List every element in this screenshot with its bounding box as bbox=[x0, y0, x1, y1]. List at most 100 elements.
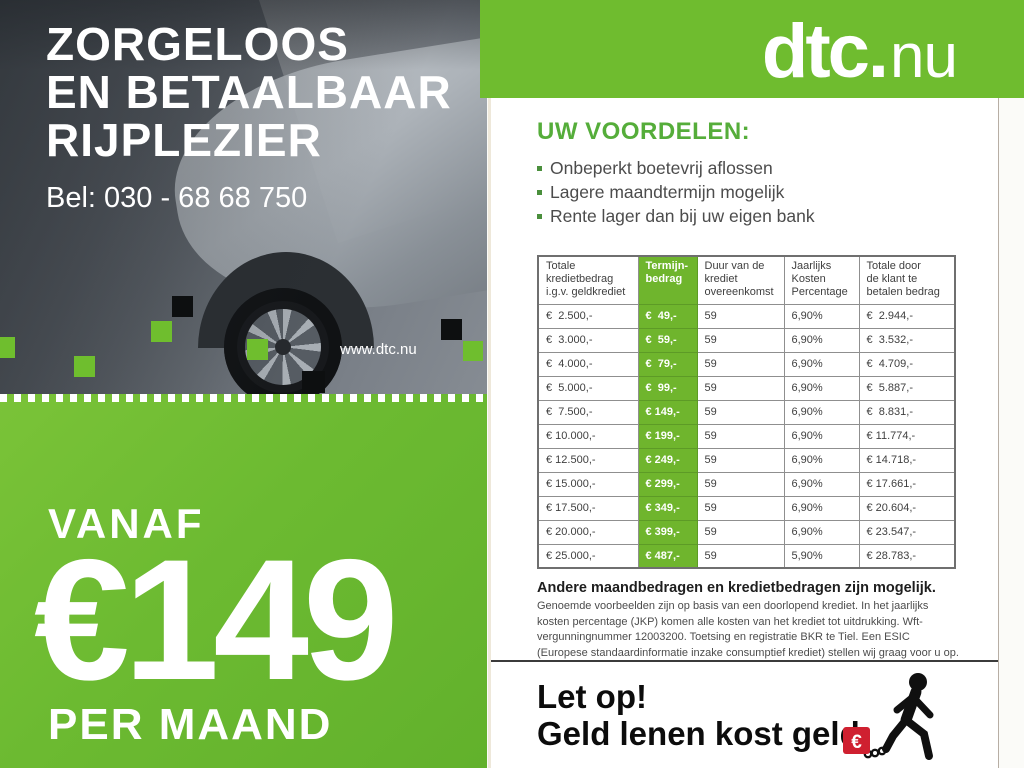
brand-band bbox=[480, 0, 1024, 98]
warning-subtitle: Geld lenen kost geld bbox=[537, 715, 860, 752]
credit-table-cell: € 249,- bbox=[637, 447, 698, 473]
credit-table-cell: 59 bbox=[696, 423, 785, 449]
credit-table-cell: € 11.774,- bbox=[858, 423, 956, 449]
credit-table-cell: € 15.000,- bbox=[537, 471, 639, 497]
credit-table-cell: € 8.831,- bbox=[858, 399, 956, 425]
disclaimer-title: Andere maandbedragen en kredietbedragen … bbox=[537, 580, 936, 596]
benefit-text: Onbeperkt boetevrij aflossen bbox=[550, 158, 773, 178]
credit-table-header: Jaarlijks Kosten Percentage bbox=[783, 255, 860, 305]
svg-text:€: € bbox=[851, 732, 862, 753]
credit-table-cell: € 5.887,- bbox=[858, 375, 956, 401]
decor-square-green bbox=[151, 321, 172, 342]
credit-table-cell: € 12.500,- bbox=[537, 447, 639, 473]
credit-table-header: Totale kredietbedrag i.g.v. geldkrediet bbox=[537, 255, 639, 305]
credit-table-cell: 6,90% bbox=[783, 423, 860, 449]
car-photo: ZORGELOOS EN BETAALBAAR RIJPLEZIER Bel: … bbox=[0, 0, 487, 394]
credit-table-cell: 59 bbox=[696, 543, 785, 569]
credit-table-cell: 6,90% bbox=[783, 471, 860, 497]
headline: ZORGELOOS EN BETAALBAAR RIJPLEZIER bbox=[46, 20, 452, 164]
disclaimer-body: Genoemde voorbeelden zijn op basis van e… bbox=[537, 600, 959, 674]
credit-table-cell: € 25.000,- bbox=[537, 543, 639, 569]
benefit-item: Onbeperkt boetevrij aflossen bbox=[537, 156, 998, 180]
benefits-list: Onbeperkt boetevrij aflossen Lagere maand… bbox=[537, 156, 998, 228]
credit-table-cell: € 20.604,- bbox=[858, 495, 956, 521]
credit-table-cell: € 2.500,- bbox=[537, 303, 639, 329]
credit-table-row: € 15.000,- € 299,- 59 6,90% € 17.661,- bbox=[537, 471, 956, 497]
credit-table-cell: 6,90% bbox=[783, 447, 860, 473]
credit-table-row: € 20.000,- € 399,- 59 6,90% € 23.547,- bbox=[537, 519, 956, 545]
credit-table-cell: 59 bbox=[696, 519, 785, 545]
left-panel: ZORGELOOS EN BETAALBAAR RIJPLEZIER Bel: … bbox=[0, 0, 487, 768]
credit-table-cell: 59 bbox=[696, 375, 785, 401]
credit-table-cell: € 399,- bbox=[637, 519, 698, 545]
decor-square-green bbox=[74, 356, 95, 377]
decor-square-black bbox=[172, 296, 193, 317]
headline-line-1: ZORGELOOS bbox=[46, 18, 349, 70]
decor-square-black bbox=[441, 319, 462, 340]
credit-table-cell: 59 bbox=[696, 471, 785, 497]
credit-table-cell: € 28.783,- bbox=[858, 543, 956, 569]
credit-table: Totale kredietbedrag i.g.v. geldkrediet T… bbox=[537, 255, 956, 569]
credit-table-cell: € 59,- bbox=[637, 327, 698, 353]
credit-table-cell: 59 bbox=[696, 447, 785, 473]
credit-table-cell: € 17.500,- bbox=[537, 495, 639, 521]
dotted-divider bbox=[0, 394, 487, 402]
credit-table-cell: 6,90% bbox=[783, 351, 860, 377]
credit-table-cell: € 99,- bbox=[637, 375, 698, 401]
credit-table-cell: 6,90% bbox=[783, 399, 860, 425]
credit-table-cell: € 5.000,- bbox=[537, 375, 639, 401]
credit-table-row: € 25.000,- € 487,- 59 5,90% € 28.783,- bbox=[537, 543, 956, 569]
credit-table-cell: 59 bbox=[696, 399, 785, 425]
credit-table-cell: 6,90% bbox=[783, 303, 860, 329]
credit-table-row: € 12.500,- € 249,- 59 6,90% € 14.718,- bbox=[537, 447, 956, 473]
content-sheet: UW VOORDELEN: Onbeperkt boetevrij afloss… bbox=[488, 98, 999, 768]
phone-number: Bel: 030 - 68 68 750 bbox=[46, 182, 308, 214]
person-dragging-euro-ball-and-chain-icon: € bbox=[843, 673, 934, 760]
credit-table-cell: € 7.500,- bbox=[537, 399, 639, 425]
credit-table-cell: € 3.532,- bbox=[858, 327, 956, 353]
credit-table-cell: € 10.000,- bbox=[537, 423, 639, 449]
warning-title: Let op! bbox=[537, 678, 647, 715]
credit-table-cell: 59 bbox=[696, 303, 785, 329]
offer-prefix: VANAF bbox=[48, 500, 205, 547]
logo-dot: . bbox=[867, 9, 890, 94]
offer-block: VANAF €149 PER MAAND bbox=[0, 394, 487, 768]
decor-square-green bbox=[0, 337, 15, 358]
credit-table-row: € 7.500,- € 149,- 59 6,90% € 8.831,- bbox=[537, 399, 956, 425]
credit-table-cell: 5,90% bbox=[783, 543, 860, 569]
photo-vignette bbox=[0, 0, 487, 394]
benefit-text: Rente lager dan bij uw eigen bank bbox=[550, 206, 815, 226]
credit-table-cell: € 14.718,- bbox=[858, 447, 956, 473]
logo-main-text: dtc bbox=[761, 9, 870, 94]
credit-table-header: Duur van de krediet overeenkomst bbox=[696, 255, 785, 305]
credit-table-cell: € 199,- bbox=[637, 423, 698, 449]
credit-table-cell: 6,90% bbox=[783, 519, 860, 545]
offer-suffix: PER MAAND bbox=[48, 700, 333, 749]
credit-table-cell: 59 bbox=[696, 351, 785, 377]
credit-table-cell: € 349,- bbox=[637, 495, 698, 521]
website-url: www.dtc.nu bbox=[340, 341, 417, 358]
credit-table-cell: € 487,- bbox=[637, 543, 698, 569]
credit-table-header: Totale door de klant te betalen bedrag bbox=[858, 255, 956, 305]
credit-table-row: € 4.000,- € 79,- 59 6,90% € 4.709,- bbox=[537, 351, 956, 377]
credit-table-cell: € 2.944,- bbox=[858, 303, 956, 329]
decor-square-black bbox=[302, 371, 325, 393]
benefit-text: Lagere maandtermijn mogelijk bbox=[550, 182, 785, 202]
disclaimer: Andere maandbedragen en kredietbedragen … bbox=[537, 580, 961, 677]
right-panel: dtc. nu UW VOORDELEN: Onbeperkt boetevrij… bbox=[480, 0, 1024, 768]
credit-table-cell: € 299,- bbox=[637, 471, 698, 497]
credit-table-cell: € 20.000,- bbox=[537, 519, 639, 545]
credit-table-cell: € 17.661,- bbox=[858, 471, 956, 497]
credit-table-cell: € 3.000,- bbox=[537, 327, 639, 353]
credit-table-row: € 17.500,- € 349,- 59 6,90% € 20.604,- bbox=[537, 495, 956, 521]
credit-table-row: € 5.000,- € 99,- 59 6,90% € 5.887,- bbox=[537, 375, 956, 401]
credit-table-header-row: Totale kredietbedrag i.g.v. geldkrediet T… bbox=[537, 255, 956, 305]
credit-table-row: € 3.000,- € 59,- 59 6,90% € 3.532,- bbox=[537, 327, 956, 353]
headline-line-3: RIJPLEZIER bbox=[46, 114, 322, 166]
credit-table-cell: € 49,- bbox=[637, 303, 698, 329]
credit-table-cell: € 4.709,- bbox=[858, 351, 956, 377]
benefit-item: Lagere maandtermijn mogelijk bbox=[537, 180, 998, 204]
dtc-logo: dtc. nu bbox=[761, 8, 958, 95]
credit-table-cell: 6,90% bbox=[783, 327, 860, 353]
decor-square-green bbox=[247, 339, 268, 360]
